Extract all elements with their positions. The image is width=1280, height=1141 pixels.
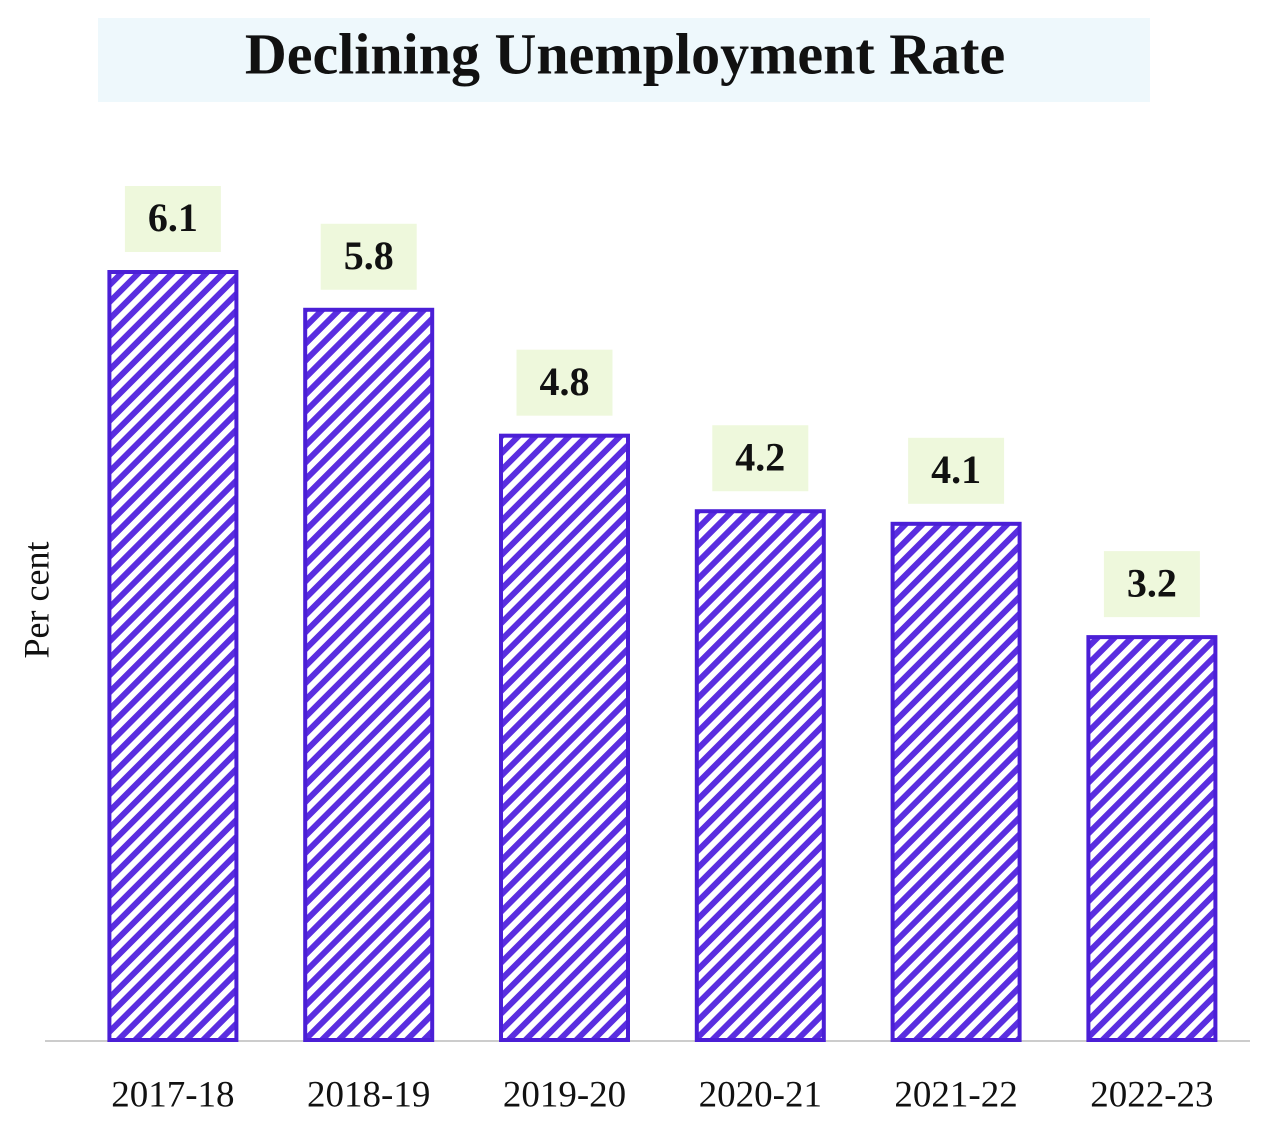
value-label: 5.8: [344, 233, 394, 278]
value-label-background: [320, 223, 417, 290]
value-label-background: [124, 186, 221, 253]
x-tick-label: 2020-21: [699, 1074, 822, 1115]
bar: [499, 433, 630, 1042]
x-tick-label: 2017-18: [111, 1074, 234, 1115]
bar: [303, 307, 435, 1042]
value-label: 4.1: [931, 447, 981, 492]
title-background: [98, 18, 1150, 102]
bar: [1086, 635, 1218, 1042]
value-label: 4.2: [735, 434, 785, 479]
x-tick-label: 2018-19: [307, 1074, 430, 1115]
value-label-background: [516, 349, 613, 416]
value-label-background: [908, 437, 1005, 504]
x-tick-label: 2019-20: [503, 1074, 626, 1115]
value-label: 4.8: [540, 359, 590, 404]
y-axis-label: Per cent: [16, 542, 56, 659]
value-label: 3.2: [1127, 560, 1177, 605]
value-label-background: [712, 425, 809, 492]
bar: [107, 270, 239, 1042]
chart-title: Declining Unemployment Rate: [245, 21, 1005, 86]
value-label: 6.1: [148, 195, 198, 240]
bar: [890, 521, 1022, 1042]
x-tick-label: 2021-22: [894, 1074, 1017, 1115]
bar: [694, 509, 826, 1043]
x-tick-label: 2022-23: [1090, 1074, 1213, 1115]
value-label-background: [1103, 551, 1200, 618]
